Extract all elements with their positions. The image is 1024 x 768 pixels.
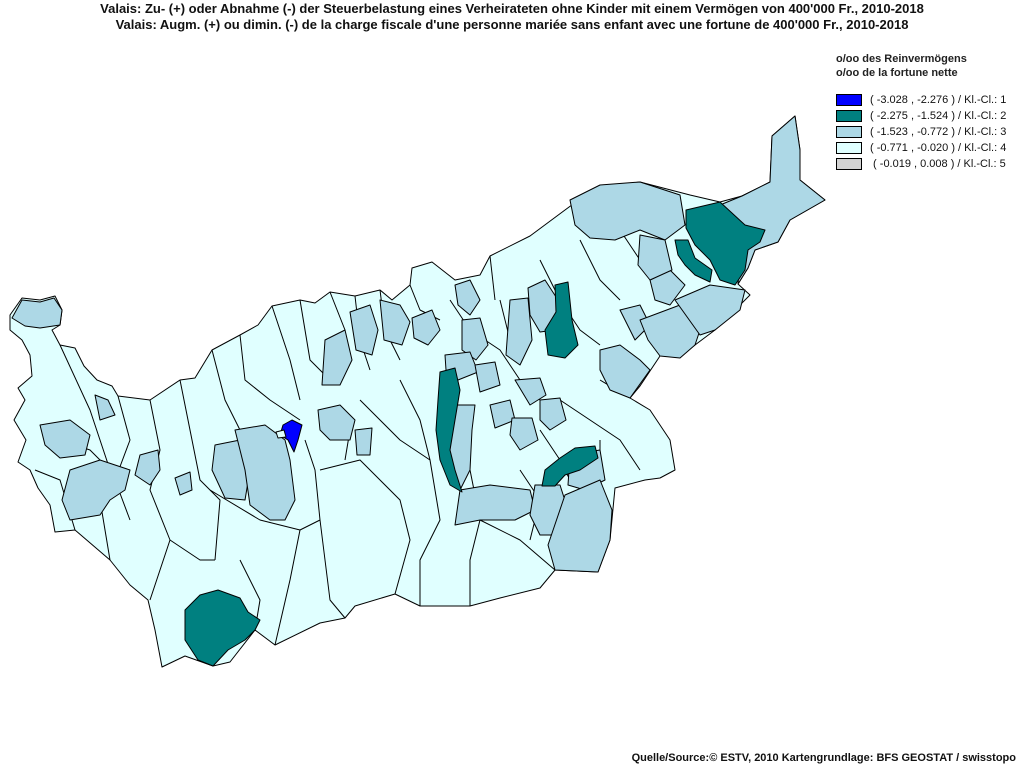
legend-label: ( -0.771 , -0.020 ) / Kl.-Cl.: 4 xyxy=(870,142,1007,154)
map-title-french: Valais: Augm. (+) ou dimin. (-) de la ch… xyxy=(115,17,909,32)
class-3-municipalities xyxy=(11,115,826,573)
legend-label: ( -2.275 , -1.524 ) / Kl.-Cl.: 2 xyxy=(870,110,1007,122)
legend-label: ( -0.019 , 0.008 ) / Kl.-Cl.: 5 xyxy=(870,158,1006,170)
legend-swatch xyxy=(836,94,862,106)
legend-item-class-2: ( -2.275 , -1.524 ) / Kl.-Cl.: 2 xyxy=(836,108,1006,124)
map-title-german: Valais: Zu- (+) oder Abnahme (-) der Ste… xyxy=(100,1,924,16)
legend-swatch xyxy=(836,110,862,122)
legend-label: ( -1.523 , -0.772 ) / Kl.-Cl.: 3 xyxy=(870,126,1007,138)
map-legend: ( -3.028 , -2.276 ) / Kl.-Cl.: 1 ( -2.27… xyxy=(836,92,1006,172)
canton-valais-base xyxy=(9,115,826,668)
legend-item-class-4: ( -0.771 , -0.020 ) / Kl.-Cl.: 4 xyxy=(836,140,1006,156)
legend-item-class-1: ( -3.028 , -2.276 ) / Kl.-Cl.: 1 xyxy=(836,92,1006,108)
legend-heading-german: o/oo des Reinvermögens xyxy=(836,53,967,65)
legend-item-class-5: ( -0.019 , 0.008 ) / Kl.-Cl.: 5 xyxy=(836,156,1006,172)
source-credit: Quelle/Source:© ESTV, 2010 Kartengrundla… xyxy=(631,752,1016,764)
legend-heading-french: o/oo de la fortune nette xyxy=(836,67,958,79)
legend-swatch xyxy=(836,142,862,154)
legend-item-class-3: ( -1.523 , -0.772 ) / Kl.-Cl.: 3 xyxy=(836,124,1006,140)
legend-label: ( -3.028 , -2.276 ) / Kl.-Cl.: 1 xyxy=(870,94,1007,106)
legend-swatch xyxy=(836,158,862,170)
legend-swatch xyxy=(836,126,862,138)
class-2-municipalities xyxy=(184,201,766,667)
class-4-enclave xyxy=(275,429,287,439)
